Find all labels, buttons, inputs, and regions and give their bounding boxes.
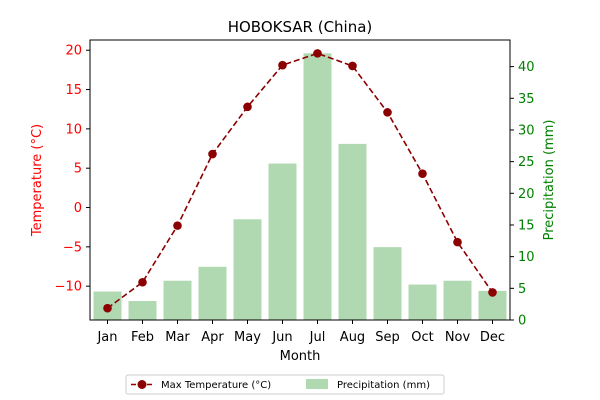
temp-point-aug <box>348 61 357 71</box>
temp-point-dec <box>488 288 497 297</box>
left-tick-label: −10 <box>55 280 82 295</box>
right-tick-label: 0 <box>518 314 526 329</box>
x-tick-label: Apr <box>201 330 224 345</box>
chart-axes: Jan Feb Mar Apr May Jun Jul Aug Sep Oct Nov Dec −10 −… <box>55 39 535 345</box>
right-tick-label: 30 <box>518 123 535 138</box>
x-tick-label: Jul <box>309 330 326 345</box>
left-axis-label: Temperature (°C) <box>30 124 45 237</box>
x-tick-label: Mar <box>165 330 190 345</box>
legend-label-temperature: Max Temperature (°C) <box>161 380 271 391</box>
temp-point-apr <box>208 149 217 159</box>
x-tick-label: Dec <box>480 330 505 345</box>
temp-point-jan <box>103 303 112 313</box>
precip-bar-may <box>233 219 262 320</box>
temp-point-feb <box>138 277 147 287</box>
left-tick-label: 10 <box>65 122 82 137</box>
x-tick-label: Sep <box>375 330 400 345</box>
left-tick-label: 20 <box>65 44 82 59</box>
temperature-line <box>103 49 497 313</box>
left-tick-label: −5 <box>63 240 82 255</box>
x-axis-label: Month <box>280 349 321 364</box>
right-tick-label: 35 <box>518 92 535 107</box>
legend-label-precipitation: Precipitation (mm) <box>337 380 430 391</box>
precip-bar-jun <box>268 163 297 320</box>
temp-point-jun <box>278 60 287 70</box>
right-tick-label: 5 <box>518 282 526 297</box>
precip-bar-mar <box>163 280 192 320</box>
legend-bar-swatch <box>306 379 328 389</box>
left-tick-label: 0 <box>74 201 82 216</box>
right-axis-label: Precipitation (mm) <box>542 120 557 241</box>
temp-point-may <box>243 102 252 112</box>
precip-bar-jul <box>303 53 332 321</box>
temp-point-oct <box>418 169 427 179</box>
x-tick-label: Oct <box>411 330 433 345</box>
precip-bar-oct <box>408 284 437 320</box>
temperature-line-path <box>107 52 494 309</box>
left-tick-label: 5 <box>74 162 82 177</box>
precipitation-bars <box>93 53 507 321</box>
x-tick-label: Aug <box>340 330 365 345</box>
precip-bar-nov <box>443 280 472 320</box>
temp-point-jul <box>313 49 322 58</box>
x-tick-label: May <box>234 330 261 345</box>
precip-bar-apr <box>198 266 227 320</box>
x-tick-label: Jan <box>96 330 117 345</box>
x-tick-label: Feb <box>131 330 154 345</box>
chart-title: HOBOKSAR (China) <box>228 18 373 36</box>
legend-line-marker <box>137 380 147 389</box>
x-tick-label: Nov <box>445 330 471 345</box>
right-tick-label: 20 <box>518 187 535 202</box>
legend: Max Temperature (°C) Precipitation (mm) <box>125 374 445 395</box>
precip-bar-aug <box>338 143 367 320</box>
x-tick-label: Jun <box>271 330 292 345</box>
plot-frame <box>89 39 511 321</box>
temp-point-mar <box>173 221 182 230</box>
legend-box <box>125 374 445 395</box>
temp-point-sep <box>383 108 392 117</box>
right-tick-label: 40 <box>518 60 535 75</box>
right-tick-label: 15 <box>518 218 535 233</box>
temp-point-nov <box>453 237 462 247</box>
right-tick-label: 10 <box>518 250 535 265</box>
precip-bar-feb <box>128 300 157 320</box>
left-tick-label: 15 <box>65 83 82 98</box>
precip-bar-sep <box>373 247 402 320</box>
right-tick-label: 25 <box>518 155 535 170</box>
